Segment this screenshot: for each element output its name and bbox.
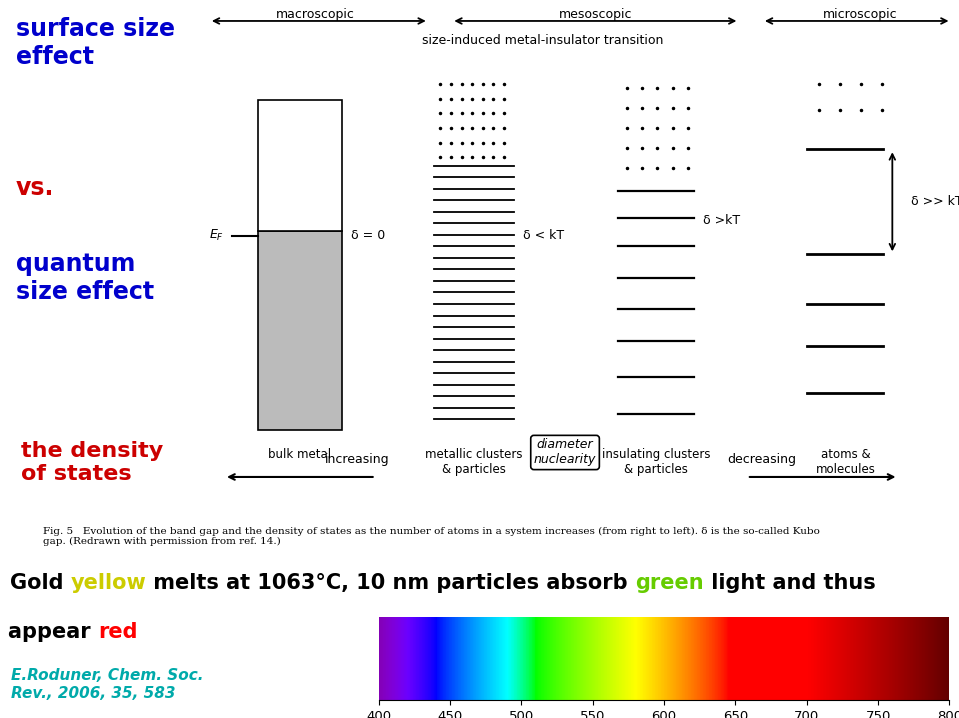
Text: light and thus: light and thus [704,573,876,592]
Text: δ >> kT: δ >> kT [911,195,959,208]
Bar [258,230,341,430]
Text: macroscopic: macroscopic [275,8,355,21]
Text: diameter
nuclearity: diameter nuclearity [534,439,596,467]
Text: Fig. 5   Evolution of the band gap and the density of states as the number of at: Fig. 5 Evolution of the band gap and the… [42,526,819,546]
Text: size-induced metal-insulator transition: size-induced metal-insulator transition [422,34,663,47]
Text: green: green [635,573,704,592]
Text: bulk metal: bulk metal [269,448,332,461]
Text: quantum
size effect: quantum size effect [15,252,153,304]
Text: the density
of states: the density of states [21,441,163,484]
Text: appear: appear [8,622,98,642]
Text: decreasing: decreasing [728,454,797,467]
Text: surface size
effect: surface size effect [15,17,175,69]
Text: δ = 0: δ = 0 [351,229,385,243]
Text: red: red [98,622,137,642]
Text: metallic clusters
& particles: metallic clusters & particles [426,448,523,476]
Text: melts at 1063°C, 10 nm particles absorb: melts at 1063°C, 10 nm particles absorb [146,573,635,592]
Bar [258,100,341,230]
Text: insulating clusters
& particles: insulating clusters & particles [601,448,711,476]
Text: δ >kT: δ >kT [703,214,740,227]
Text: vs.: vs. [15,177,54,200]
Text: atoms &
molecules: atoms & molecules [815,448,876,476]
Text: microscopic: microscopic [823,8,898,21]
Text: $E_F$: $E_F$ [209,228,224,243]
Text: mesoscopic: mesoscopic [558,8,632,21]
Text: E.Roduner, Chem. Soc.
Rev., 2006, 35, 583: E.Roduner, Chem. Soc. Rev., 2006, 35, 58… [11,668,203,701]
Text: yellow: yellow [70,573,146,592]
Text: increasing: increasing [324,454,389,467]
Text: Gold: Gold [10,573,70,592]
Text: δ < kT: δ < kT [523,229,564,243]
